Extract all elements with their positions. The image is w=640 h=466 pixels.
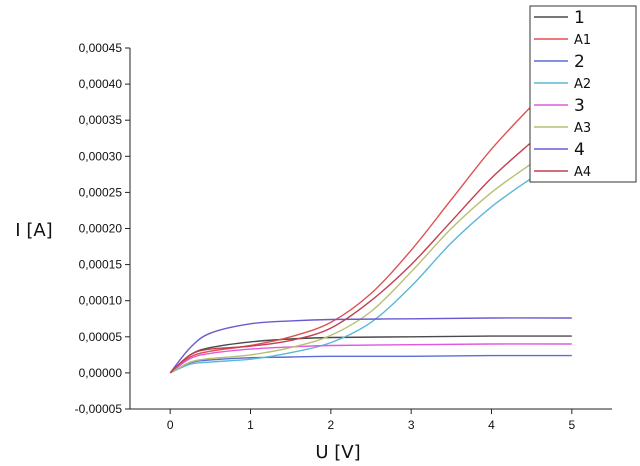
y-tick-label: 0,00045 <box>79 41 123 55</box>
x-tick-label: 0 <box>167 418 174 432</box>
ticks: -0,00005 0,00000 0,00005 0,00010 0,00015 0,00… <box>75 41 576 432</box>
x-tick-label: 3 <box>408 418 415 432</box>
series-line-a4 <box>169 141 533 374</box>
y-tick-label: 0,00010 <box>79 294 123 308</box>
legend-label: A2 <box>574 77 591 92</box>
series-line-1 <box>169 335 572 374</box>
legend-label: A4 <box>574 165 591 180</box>
x-axis-label: U [V] <box>315 442 360 463</box>
y-tick-label: 0,00005 <box>79 330 123 344</box>
legend-box <box>529 5 637 183</box>
series-line-a3 <box>169 162 533 374</box>
plot-lines <box>169 105 572 374</box>
y-tick-label: 0,00025 <box>79 185 123 199</box>
x-tick-label: 1 <box>247 418 254 432</box>
y-tick-label: 0,00030 <box>79 149 123 163</box>
series-line-4 <box>169 317 572 374</box>
y-tick-label: 0,00020 <box>79 222 123 236</box>
series-line-2 <box>169 354 572 374</box>
legend-label: A1 <box>574 33 591 48</box>
y-tick-label: 0,00040 <box>79 77 123 91</box>
x-tick-label: 4 <box>488 418 495 432</box>
y-tick-label: 0,00000 <box>79 366 123 380</box>
y-axis-label: I [A] <box>15 220 52 241</box>
legend-label: 3 <box>574 96 585 116</box>
y-tick-label: 0,00035 <box>79 113 123 127</box>
legend: 1 A1 2 A2 3 A3 4 A4 <box>529 5 637 183</box>
series-line-a2 <box>169 177 533 374</box>
legend-label: 1 <box>574 8 585 28</box>
x-tick-label: 5 <box>568 418 575 432</box>
x-tick-label: 2 <box>327 418 334 432</box>
legend-label: 2 <box>574 52 585 72</box>
legend-label: 4 <box>574 140 585 160</box>
y-tick-label: -0,00005 <box>75 402 123 416</box>
legend-label: A3 <box>574 121 591 136</box>
y-tick-label: 0,00015 <box>79 258 123 272</box>
series-line-a1 <box>169 105 533 374</box>
